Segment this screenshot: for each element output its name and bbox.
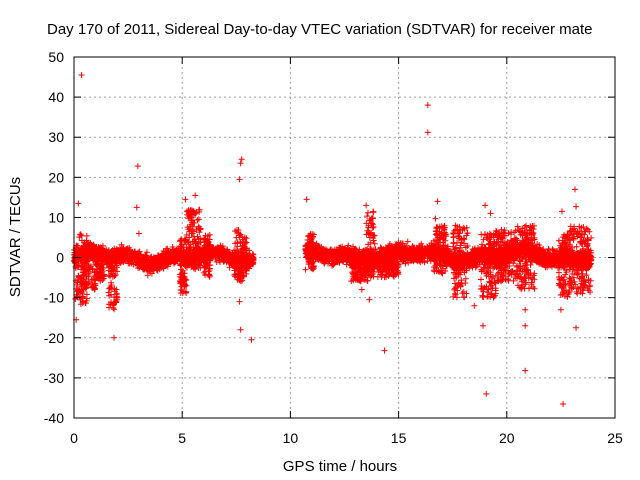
data-point [118, 241, 125, 248]
data-point [135, 251, 142, 258]
grid-lines [74, 57, 615, 418]
data-point [124, 254, 131, 261]
data-point [83, 232, 90, 239]
data-points [71, 72, 595, 407]
data-point [148, 262, 155, 269]
data-point [226, 264, 233, 271]
data-point [153, 264, 160, 271]
data-point [144, 272, 151, 279]
data-point [130, 261, 137, 268]
data-point [151, 259, 158, 266]
data-point [148, 253, 155, 260]
chart-title: Day 170 of 2011, Sidereal Day-to-day VTE… [47, 21, 593, 38]
data-point [217, 259, 224, 266]
